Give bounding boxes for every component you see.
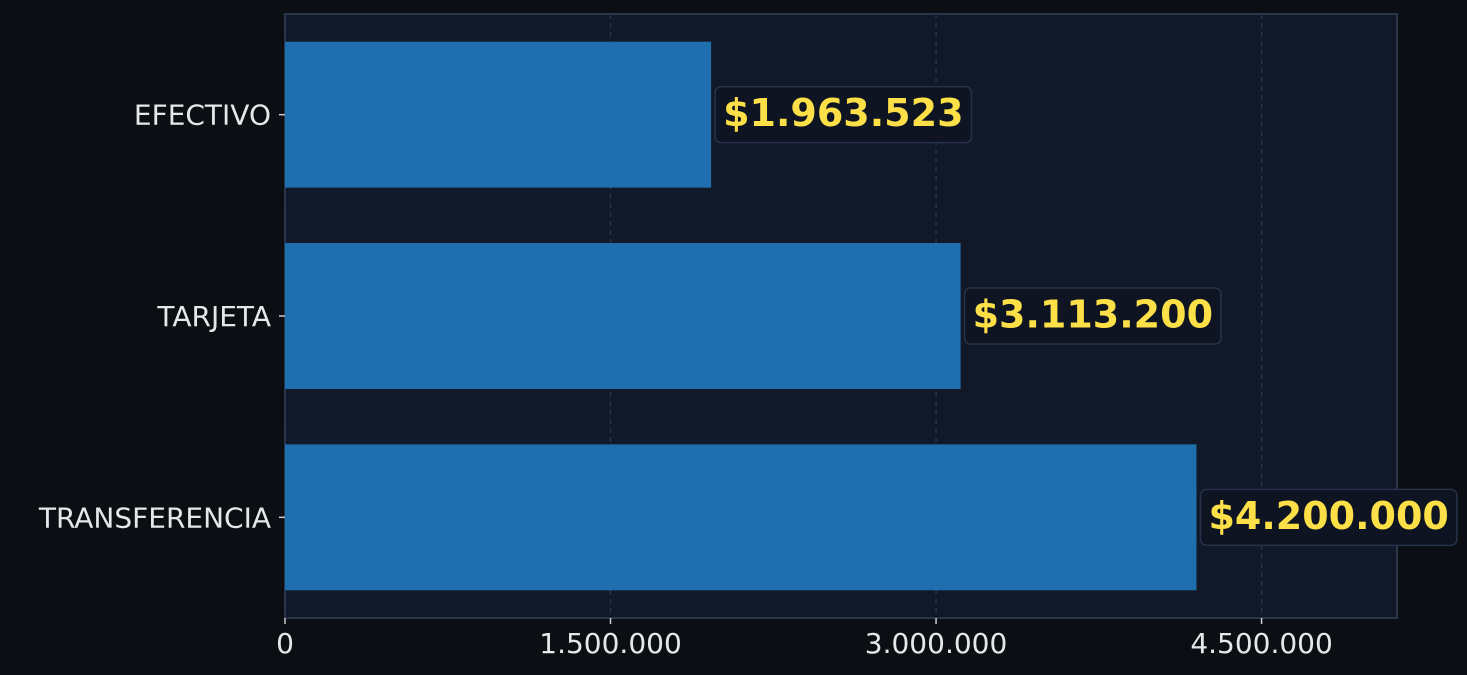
y-tick-label: TARJETA [156, 300, 271, 333]
value-label: $4.200.000 [1208, 494, 1448, 538]
bar [285, 243, 961, 389]
value-label-box [1199, 488, 1458, 547]
value-label: $3.113.200 [973, 293, 1213, 337]
y-tick-label: TRANSFERENCIA [38, 501, 271, 534]
x-tick-label: 0 [276, 627, 294, 660]
bar [285, 444, 1197, 591]
value-label: $1.963.523 [723, 91, 963, 135]
value-label-box [714, 85, 973, 144]
x-tick-label: 3.000.000 [865, 627, 1008, 660]
value-label-box [963, 287, 1222, 345]
y-tick-label: EFECTIVO [134, 99, 271, 132]
x-tick-label: 4.500.000 [1190, 627, 1333, 660]
x-tick-label: 1.500.000 [539, 627, 682, 660]
bar [285, 41, 712, 188]
